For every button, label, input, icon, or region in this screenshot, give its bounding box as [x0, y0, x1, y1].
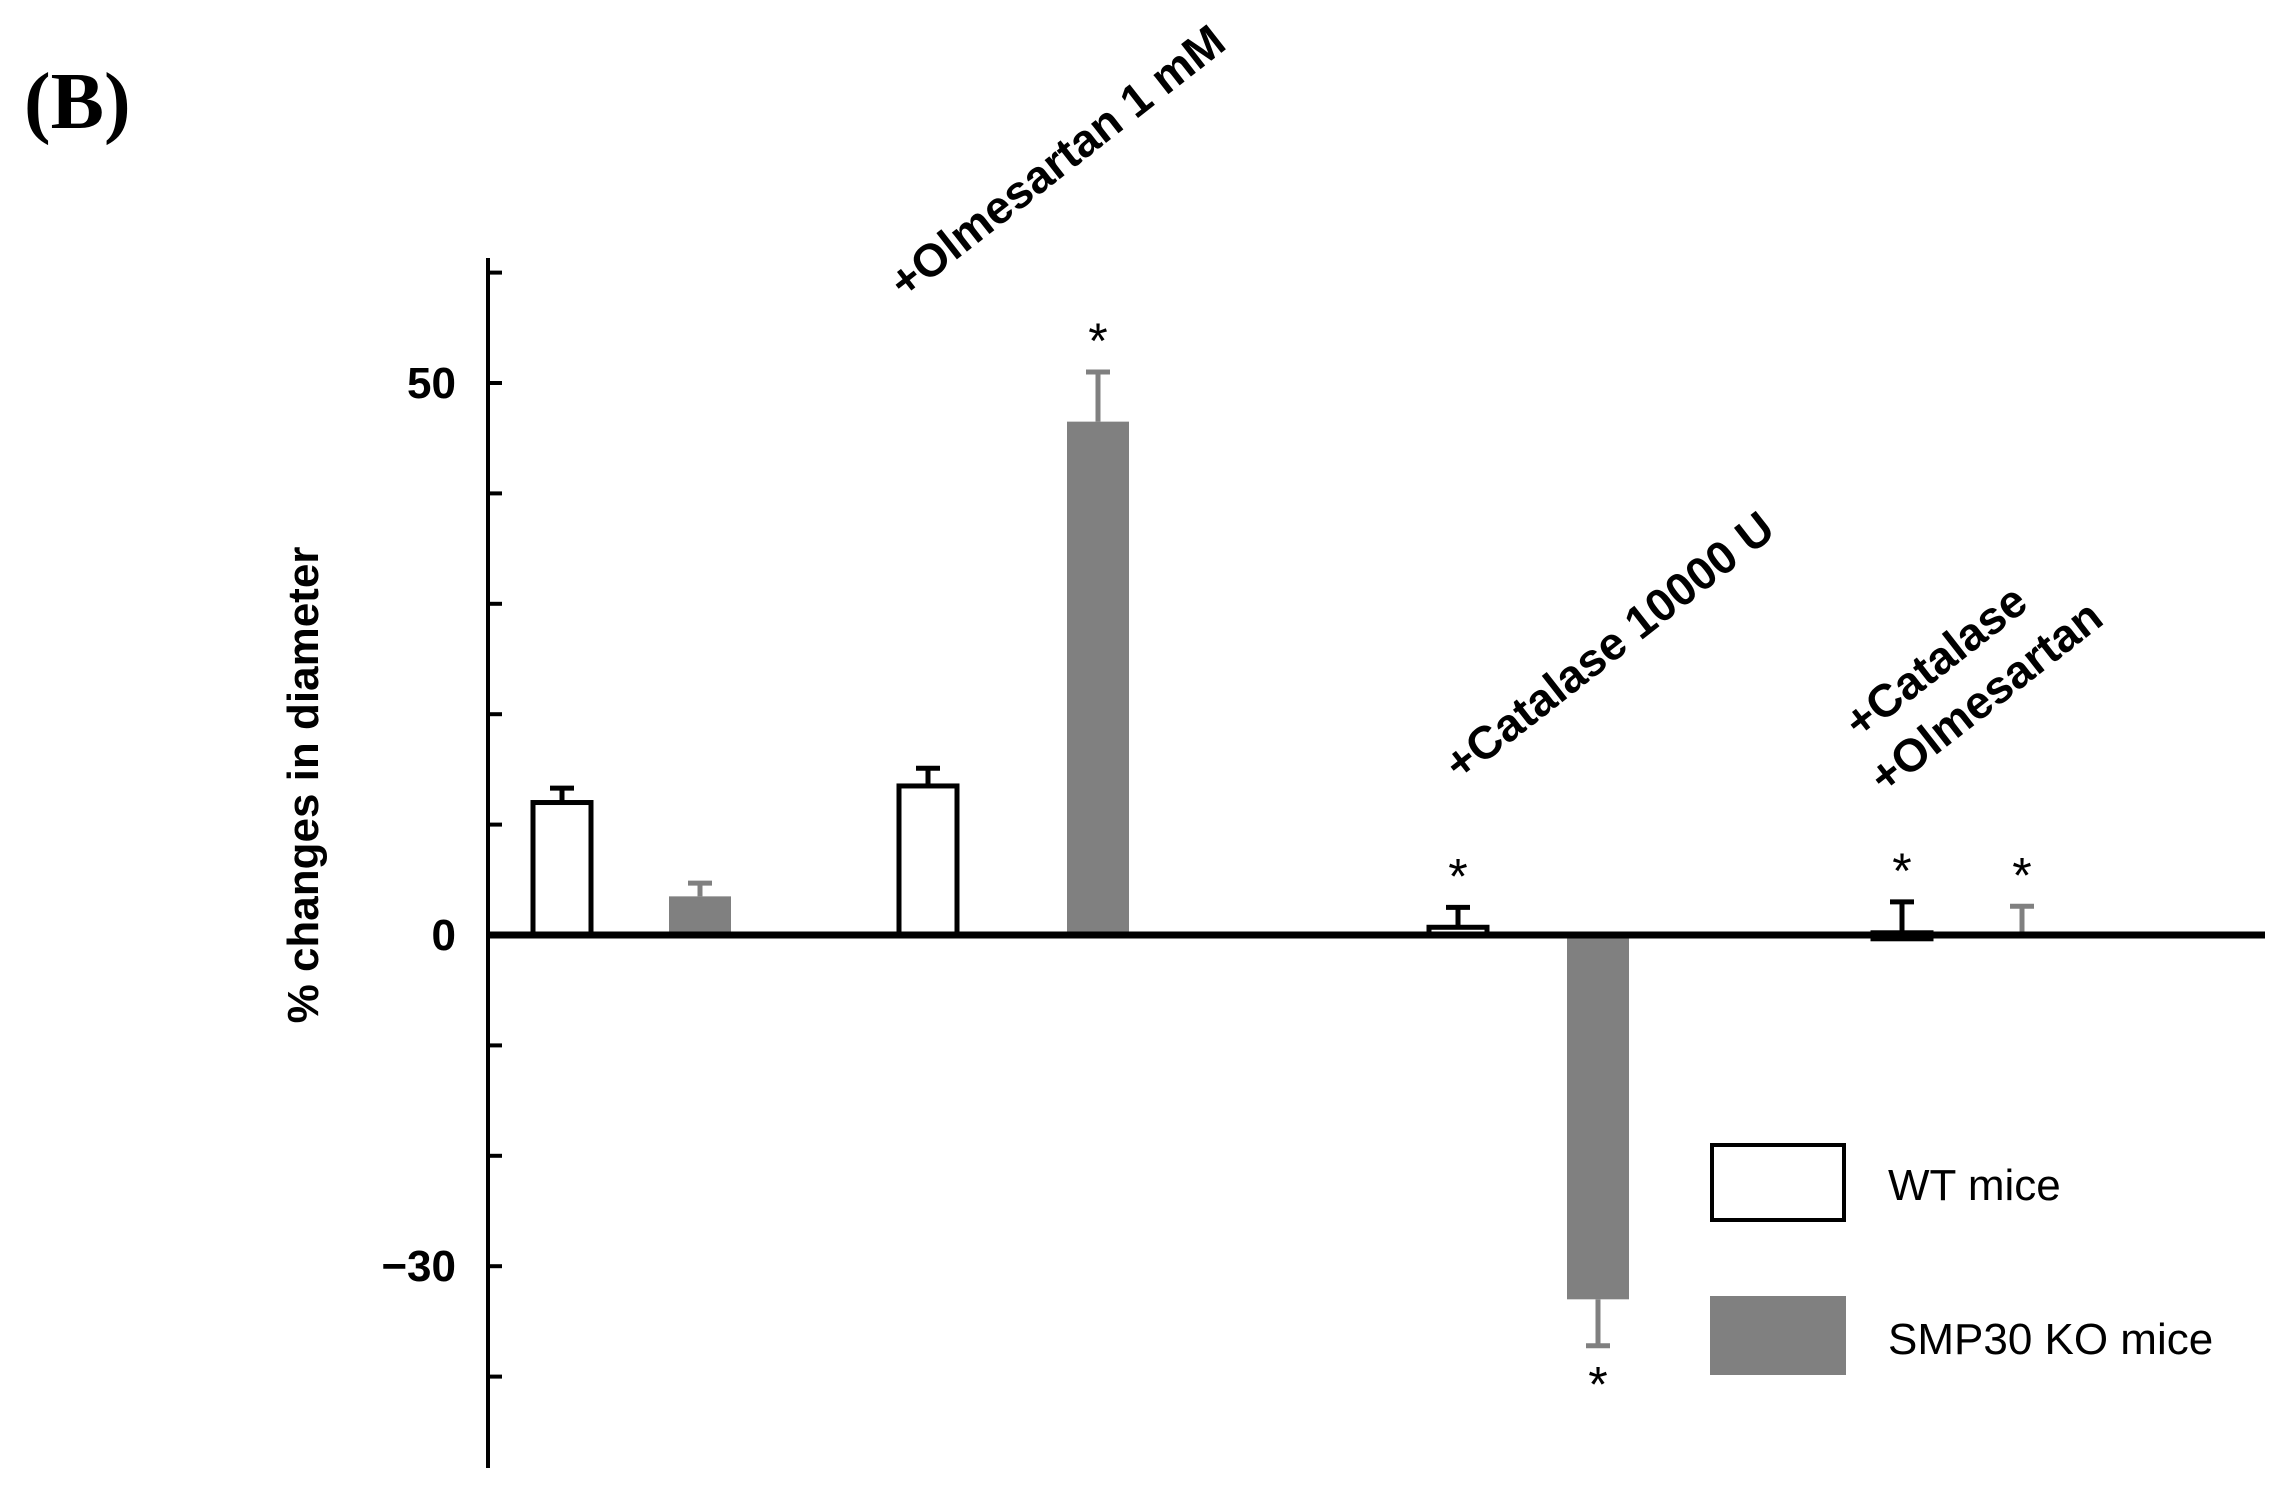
condition-label: +Olmesartan 1 mM — [879, 14, 1234, 308]
condition-label: +Catalase 10000 U — [1434, 501, 1783, 790]
y-tick-label: 50 — [407, 359, 456, 408]
significance-marker: * — [1088, 313, 1107, 369]
panel-label: (B) — [24, 58, 131, 146]
legend-label-wt: WT mice — [1888, 1161, 2061, 1210]
legend-label-ko: SMP30 KO mice — [1888, 1315, 2213, 1364]
y-tick-label: −30 — [381, 1242, 456, 1291]
y-tick-label: 0 — [432, 911, 456, 960]
condition-labels: +Olmesartan 1 mM+Catalase 10000 U +Catala… — [879, 14, 2112, 803]
legend: WT mice SMP30 KO mice — [1710, 1143, 2213, 1375]
bar-ko — [669, 896, 731, 935]
bars: * * * * * — [488, 313, 2265, 1413]
y-axis: 50 0 −30 — [381, 258, 502, 1468]
y-axis-label: % changes in diameter — [279, 547, 328, 1024]
legend-swatch-ko — [1710, 1296, 1846, 1375]
bar-wt — [896, 783, 960, 938]
significance-marker: * — [1448, 848, 1467, 904]
significance-marker: * — [1588, 1357, 1607, 1413]
bar-ko — [1567, 935, 1629, 1300]
significance-marker: * — [1892, 843, 1911, 899]
bar-wt — [530, 800, 594, 938]
legend-swatch-wt — [1710, 1143, 1846, 1222]
significance-marker: * — [2012, 847, 2031, 903]
bar-ko — [1067, 421, 1129, 935]
